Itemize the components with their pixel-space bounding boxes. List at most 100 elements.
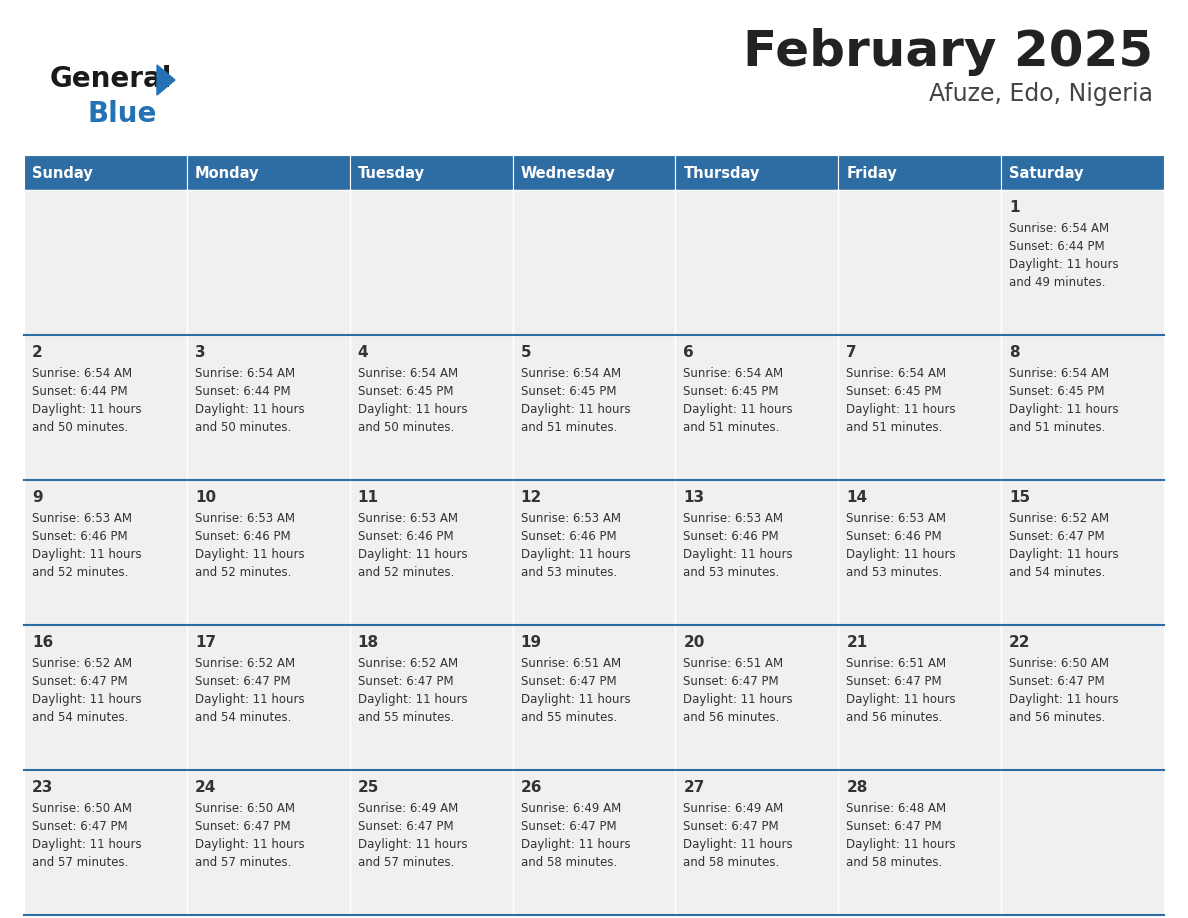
- Text: Sunrise: 6:48 AM: Sunrise: 6:48 AM: [846, 802, 947, 815]
- Text: 15: 15: [1009, 490, 1030, 505]
- Text: 16: 16: [32, 635, 53, 650]
- Text: Sunrise: 6:49 AM: Sunrise: 6:49 AM: [683, 802, 784, 815]
- Text: and 58 minutes.: and 58 minutes.: [520, 856, 617, 869]
- Bar: [24, 335, 187, 480]
- Text: Daylight: 11 hours: Daylight: 11 hours: [520, 403, 630, 416]
- Text: 25: 25: [358, 780, 379, 795]
- Text: 24: 24: [195, 780, 216, 795]
- Text: Sunset: 6:44 PM: Sunset: 6:44 PM: [1009, 240, 1105, 253]
- Text: Sunrise: 6:49 AM: Sunrise: 6:49 AM: [520, 802, 621, 815]
- Text: 9: 9: [32, 490, 43, 505]
- Text: Sunrise: 6:53 AM: Sunrise: 6:53 AM: [846, 512, 947, 525]
- Text: Sunrise: 6:54 AM: Sunrise: 6:54 AM: [683, 367, 784, 380]
- Text: Sunrise: 6:51 AM: Sunrise: 6:51 AM: [520, 657, 620, 670]
- Text: Sunrise: 6:54 AM: Sunrise: 6:54 AM: [195, 367, 295, 380]
- Text: and 57 minutes.: and 57 minutes.: [32, 856, 128, 869]
- Text: and 57 minutes.: and 57 minutes.: [358, 856, 454, 869]
- Text: and 51 minutes.: and 51 minutes.: [520, 421, 617, 434]
- Text: 11: 11: [358, 490, 379, 505]
- Text: Daylight: 11 hours: Daylight: 11 hours: [683, 548, 794, 561]
- Text: 4: 4: [358, 345, 368, 360]
- Text: Sunset: 6:47 PM: Sunset: 6:47 PM: [846, 675, 942, 688]
- Text: Sunset: 6:45 PM: Sunset: 6:45 PM: [1009, 385, 1105, 398]
- Text: Blue: Blue: [88, 100, 157, 128]
- Bar: [839, 480, 1001, 625]
- Bar: [676, 625, 839, 770]
- Bar: [512, 770, 676, 915]
- Bar: [839, 335, 1001, 480]
- Text: Daylight: 11 hours: Daylight: 11 hours: [32, 403, 141, 416]
- Bar: [24, 770, 187, 915]
- Text: Sunset: 6:45 PM: Sunset: 6:45 PM: [358, 385, 453, 398]
- Bar: [1001, 480, 1164, 625]
- Text: 14: 14: [846, 490, 867, 505]
- Text: and 52 minutes.: and 52 minutes.: [32, 566, 128, 579]
- Bar: [676, 155, 839, 190]
- Text: Daylight: 11 hours: Daylight: 11 hours: [195, 548, 304, 561]
- Text: Sunset: 6:46 PM: Sunset: 6:46 PM: [358, 530, 454, 543]
- Bar: [512, 625, 676, 770]
- Text: Sunset: 6:45 PM: Sunset: 6:45 PM: [683, 385, 779, 398]
- Text: Sunrise: 6:54 AM: Sunrise: 6:54 AM: [1009, 367, 1110, 380]
- Text: and 55 minutes.: and 55 minutes.: [358, 711, 454, 724]
- Text: Sunset: 6:44 PM: Sunset: 6:44 PM: [195, 385, 291, 398]
- Text: Sunset: 6:47 PM: Sunset: 6:47 PM: [520, 820, 617, 833]
- Text: 22: 22: [1009, 635, 1031, 650]
- Text: and 58 minutes.: and 58 minutes.: [683, 856, 779, 869]
- Bar: [349, 190, 512, 335]
- Text: 3: 3: [195, 345, 206, 360]
- Text: Sunset: 6:47 PM: Sunset: 6:47 PM: [683, 675, 779, 688]
- Text: and 49 minutes.: and 49 minutes.: [1009, 276, 1106, 289]
- Text: and 56 minutes.: and 56 minutes.: [1009, 711, 1106, 724]
- Bar: [676, 335, 839, 480]
- Text: Daylight: 11 hours: Daylight: 11 hours: [520, 548, 630, 561]
- Bar: [512, 480, 676, 625]
- Text: Sunset: 6:45 PM: Sunset: 6:45 PM: [846, 385, 942, 398]
- Text: Sunrise: 6:54 AM: Sunrise: 6:54 AM: [846, 367, 947, 380]
- Text: Sunset: 6:47 PM: Sunset: 6:47 PM: [520, 675, 617, 688]
- Text: Daylight: 11 hours: Daylight: 11 hours: [32, 838, 141, 851]
- Bar: [187, 480, 349, 625]
- Text: 13: 13: [683, 490, 704, 505]
- Text: Thursday: Thursday: [683, 166, 760, 181]
- Bar: [512, 155, 676, 190]
- Text: Monday: Monday: [195, 166, 259, 181]
- Text: Daylight: 11 hours: Daylight: 11 hours: [520, 838, 630, 851]
- Text: Daylight: 11 hours: Daylight: 11 hours: [683, 838, 794, 851]
- Text: and 50 minutes.: and 50 minutes.: [195, 421, 291, 434]
- Text: 6: 6: [683, 345, 694, 360]
- Text: and 54 minutes.: and 54 minutes.: [32, 711, 128, 724]
- Text: Daylight: 11 hours: Daylight: 11 hours: [846, 403, 956, 416]
- Polygon shape: [157, 65, 175, 95]
- Text: Daylight: 11 hours: Daylight: 11 hours: [358, 693, 467, 706]
- Bar: [24, 190, 187, 335]
- Text: Sunset: 6:46 PM: Sunset: 6:46 PM: [683, 530, 779, 543]
- Text: Sunset: 6:47 PM: Sunset: 6:47 PM: [1009, 675, 1105, 688]
- Bar: [839, 155, 1001, 190]
- Text: Sunset: 6:47 PM: Sunset: 6:47 PM: [683, 820, 779, 833]
- Text: Afuze, Edo, Nigeria: Afuze, Edo, Nigeria: [929, 82, 1154, 106]
- Text: Daylight: 11 hours: Daylight: 11 hours: [195, 838, 304, 851]
- Text: Sunset: 6:46 PM: Sunset: 6:46 PM: [846, 530, 942, 543]
- Text: Daylight: 11 hours: Daylight: 11 hours: [32, 548, 141, 561]
- Text: and 51 minutes.: and 51 minutes.: [1009, 421, 1106, 434]
- Text: Daylight: 11 hours: Daylight: 11 hours: [32, 693, 141, 706]
- Text: Tuesday: Tuesday: [358, 166, 425, 181]
- Text: Daylight: 11 hours: Daylight: 11 hours: [520, 693, 630, 706]
- Text: 28: 28: [846, 780, 867, 795]
- Text: Sunset: 6:46 PM: Sunset: 6:46 PM: [32, 530, 127, 543]
- Text: 2: 2: [32, 345, 43, 360]
- Text: Friday: Friday: [846, 166, 897, 181]
- Text: and 51 minutes.: and 51 minutes.: [846, 421, 942, 434]
- Text: and 53 minutes.: and 53 minutes.: [520, 566, 617, 579]
- Bar: [187, 335, 349, 480]
- Bar: [187, 155, 349, 190]
- Bar: [1001, 190, 1164, 335]
- Text: and 56 minutes.: and 56 minutes.: [846, 711, 942, 724]
- Text: and 50 minutes.: and 50 minutes.: [358, 421, 454, 434]
- Text: Sunset: 6:46 PM: Sunset: 6:46 PM: [520, 530, 617, 543]
- Text: and 58 minutes.: and 58 minutes.: [846, 856, 942, 869]
- Text: Sunrise: 6:53 AM: Sunrise: 6:53 AM: [32, 512, 132, 525]
- Text: Daylight: 11 hours: Daylight: 11 hours: [683, 403, 794, 416]
- Text: 10: 10: [195, 490, 216, 505]
